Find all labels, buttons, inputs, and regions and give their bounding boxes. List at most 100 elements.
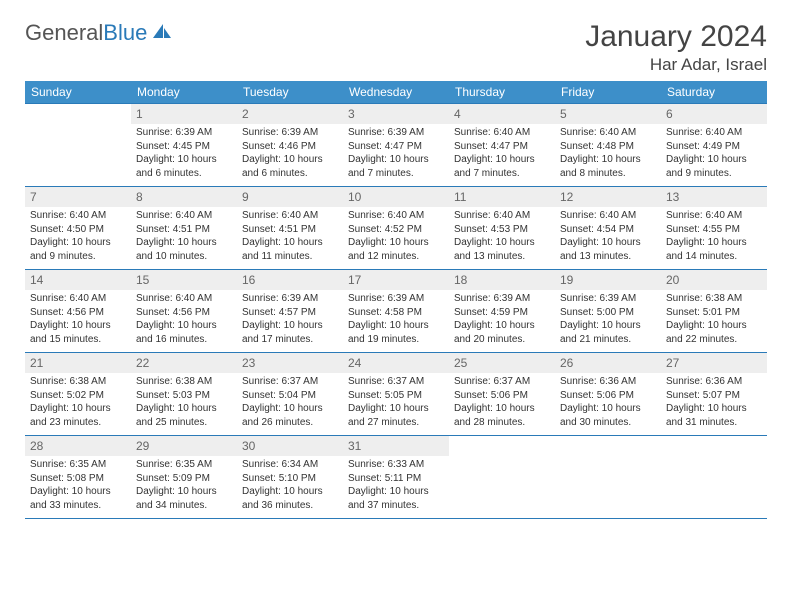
day-number: 12 (555, 187, 661, 207)
calendar-day-cell: 10Sunrise: 6:40 AMSunset: 4:52 PMDayligh… (343, 187, 449, 270)
title-block: January 2024 Har Adar, Israel (585, 20, 767, 75)
day-detail-line: Sunrise: 6:38 AM (666, 292, 762, 306)
calendar-day-cell (661, 436, 767, 519)
calendar-day-cell: 8Sunrise: 6:40 AMSunset: 4:51 PMDaylight… (131, 187, 237, 270)
calendar-week-row: 21Sunrise: 6:38 AMSunset: 5:02 PMDayligh… (25, 353, 767, 436)
day-detail-line: Sunset: 4:57 PM (242, 306, 338, 320)
day-detail-line: and 36 minutes. (242, 499, 338, 513)
weekday-header: Sunday (25, 81, 131, 104)
calendar-day-cell: 15Sunrise: 6:40 AMSunset: 4:56 PMDayligh… (131, 270, 237, 353)
day-detail-line: Daylight: 10 hours (666, 153, 762, 167)
day-detail-line: Daylight: 10 hours (242, 485, 338, 499)
day-detail-line: Sunset: 5:06 PM (454, 389, 550, 403)
calendar-table: Sunday Monday Tuesday Wednesday Thursday… (25, 81, 767, 519)
day-detail-line: Sunrise: 6:37 AM (454, 375, 550, 389)
day-detail-line: Sunrise: 6:40 AM (454, 209, 550, 223)
calendar-day-cell: 30Sunrise: 6:34 AMSunset: 5:10 PMDayligh… (237, 436, 343, 519)
day-detail-line: Daylight: 10 hours (242, 402, 338, 416)
day-details: Sunrise: 6:40 AMSunset: 4:49 PMDaylight:… (661, 124, 767, 184)
day-detail-line: Daylight: 10 hours (560, 402, 656, 416)
day-detail-line: Daylight: 10 hours (560, 236, 656, 250)
calendar-day-cell: 20Sunrise: 6:38 AMSunset: 5:01 PMDayligh… (661, 270, 767, 353)
calendar-day-cell (25, 104, 131, 187)
day-detail-line: Daylight: 10 hours (30, 236, 126, 250)
day-detail-line: Sunset: 5:02 PM (30, 389, 126, 403)
day-detail-line: Sunrise: 6:40 AM (560, 209, 656, 223)
day-detail-line: Sunrise: 6:38 AM (30, 375, 126, 389)
day-detail-line: and 22 minutes. (666, 333, 762, 347)
day-details (661, 456, 767, 462)
day-number: 24 (343, 353, 449, 373)
weekday-header: Tuesday (237, 81, 343, 104)
day-details: Sunrise: 6:40 AMSunset: 4:48 PMDaylight:… (555, 124, 661, 184)
day-details: Sunrise: 6:40 AMSunset: 4:55 PMDaylight:… (661, 207, 767, 267)
day-detail-line: Sunset: 5:01 PM (666, 306, 762, 320)
day-detail-line: and 13 minutes. (560, 250, 656, 264)
day-detail-line: and 15 minutes. (30, 333, 126, 347)
day-detail-line: Daylight: 10 hours (666, 236, 762, 250)
day-number: 13 (661, 187, 767, 207)
day-detail-line: Daylight: 10 hours (136, 236, 232, 250)
day-detail-line: Daylight: 10 hours (454, 402, 550, 416)
day-details: Sunrise: 6:39 AMSunset: 4:45 PMDaylight:… (131, 124, 237, 184)
day-details: Sunrise: 6:39 AMSunset: 4:58 PMDaylight:… (343, 290, 449, 350)
day-detail-line: and 17 minutes. (242, 333, 338, 347)
weekday-header-row: Sunday Monday Tuesday Wednesday Thursday… (25, 81, 767, 104)
logo-text-2: Blue (103, 20, 147, 46)
day-detail-line: Daylight: 10 hours (136, 402, 232, 416)
day-detail-line: Sunrise: 6:38 AM (136, 375, 232, 389)
day-details: Sunrise: 6:34 AMSunset: 5:10 PMDaylight:… (237, 456, 343, 516)
day-details (449, 456, 555, 462)
day-details: Sunrise: 6:40 AMSunset: 4:56 PMDaylight:… (25, 290, 131, 350)
day-details: Sunrise: 6:40 AMSunset: 4:50 PMDaylight:… (25, 207, 131, 267)
day-detail-line: Sunrise: 6:40 AM (560, 126, 656, 140)
calendar-day-cell: 6Sunrise: 6:40 AMSunset: 4:49 PMDaylight… (661, 104, 767, 187)
day-detail-line: Sunrise: 6:39 AM (242, 126, 338, 140)
day-details: Sunrise: 6:35 AMSunset: 5:08 PMDaylight:… (25, 456, 131, 516)
day-detail-line: Sunset: 4:51 PM (242, 223, 338, 237)
day-detail-line: and 13 minutes. (454, 250, 550, 264)
day-detail-line: Sunset: 4:50 PM (30, 223, 126, 237)
day-detail-line: and 6 minutes. (136, 167, 232, 181)
day-detail-line: Sunrise: 6:40 AM (666, 126, 762, 140)
day-detail-line: Sunset: 4:59 PM (454, 306, 550, 320)
day-details (25, 124, 131, 130)
day-detail-line: Daylight: 10 hours (560, 319, 656, 333)
calendar-day-cell: 16Sunrise: 6:39 AMSunset: 4:57 PMDayligh… (237, 270, 343, 353)
day-detail-line: and 19 minutes. (348, 333, 444, 347)
day-detail-line: Sunrise: 6:36 AM (666, 375, 762, 389)
day-detail-line: Sunset: 5:05 PM (348, 389, 444, 403)
day-number: 18 (449, 270, 555, 290)
day-detail-line: Sunset: 5:11 PM (348, 472, 444, 486)
day-details: Sunrise: 6:38 AMSunset: 5:02 PMDaylight:… (25, 373, 131, 433)
day-detail-line: Sunset: 4:55 PM (666, 223, 762, 237)
day-detail-line: Daylight: 10 hours (30, 485, 126, 499)
day-detail-line: and 25 minutes. (136, 416, 232, 430)
day-detail-line: and 21 minutes. (560, 333, 656, 347)
day-detail-line: Sunrise: 6:39 AM (136, 126, 232, 140)
day-detail-line: Daylight: 10 hours (348, 402, 444, 416)
day-number: 6 (661, 104, 767, 124)
calendar-day-cell (449, 436, 555, 519)
day-number: 9 (237, 187, 343, 207)
calendar-day-cell: 25Sunrise: 6:37 AMSunset: 5:06 PMDayligh… (449, 353, 555, 436)
day-detail-line: Daylight: 10 hours (454, 153, 550, 167)
weekday-header: Wednesday (343, 81, 449, 104)
day-detail-line: Sunset: 4:48 PM (560, 140, 656, 154)
day-detail-line: Sunset: 4:45 PM (136, 140, 232, 154)
day-number: 30 (237, 436, 343, 456)
day-number: 17 (343, 270, 449, 290)
day-detail-line: Daylight: 10 hours (348, 153, 444, 167)
weekday-header: Friday (555, 81, 661, 104)
day-number: 29 (131, 436, 237, 456)
day-detail-line: Daylight: 10 hours (242, 236, 338, 250)
day-number: 10 (343, 187, 449, 207)
day-detail-line: Sunset: 4:52 PM (348, 223, 444, 237)
day-number: 25 (449, 353, 555, 373)
day-number: 27 (661, 353, 767, 373)
day-number: 8 (131, 187, 237, 207)
calendar-day-cell: 11Sunrise: 6:40 AMSunset: 4:53 PMDayligh… (449, 187, 555, 270)
day-detail-line: Daylight: 10 hours (348, 319, 444, 333)
day-details: Sunrise: 6:37 AMSunset: 5:06 PMDaylight:… (449, 373, 555, 433)
day-details: Sunrise: 6:37 AMSunset: 5:04 PMDaylight:… (237, 373, 343, 433)
